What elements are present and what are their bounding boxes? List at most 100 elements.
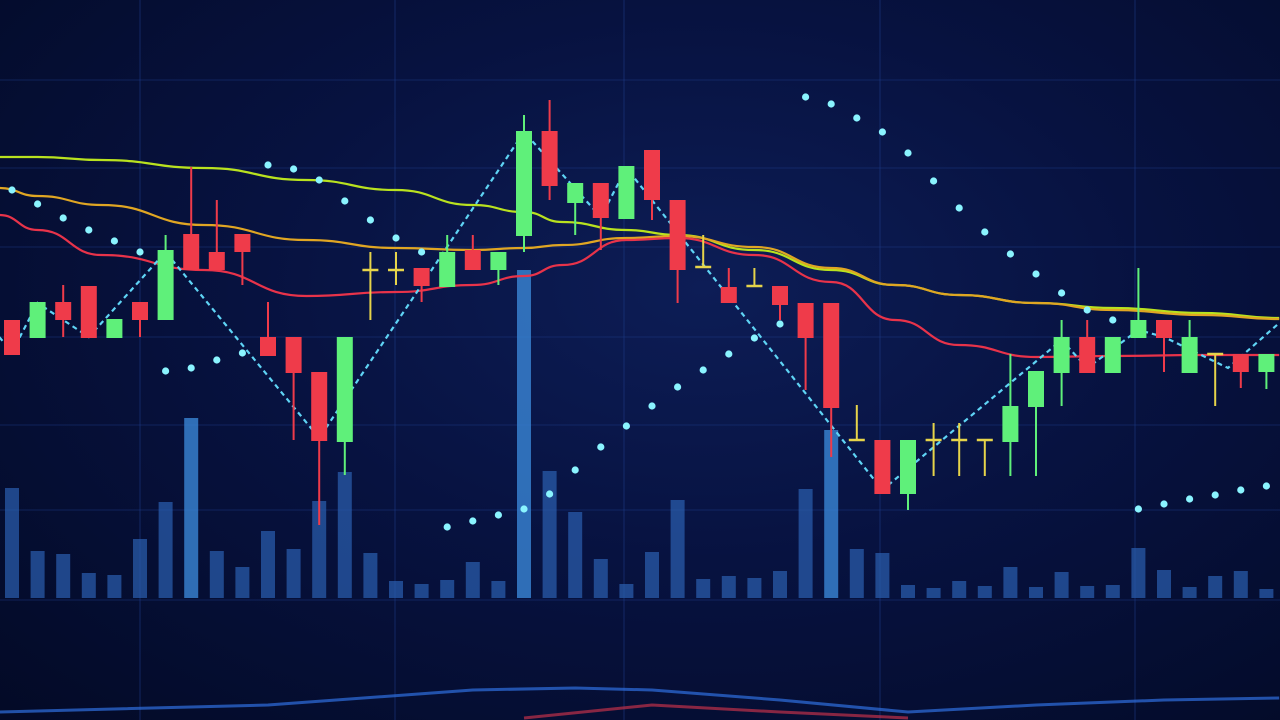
volume-bar [261, 531, 275, 598]
sar-dot [494, 511, 502, 519]
parabolic-sar-dots [8, 93, 1270, 531]
bearish-candle [464, 250, 481, 270]
volume-bar [1054, 572, 1069, 598]
volume-bar [81, 573, 96, 598]
volume-bar [875, 553, 890, 598]
sar-dot [34, 200, 42, 208]
bearish-candle [55, 302, 72, 320]
volume-bar [696, 579, 711, 598]
volume-bar [542, 471, 557, 598]
bearish-candle [1156, 320, 1172, 338]
bearish-candle [541, 131, 558, 186]
bearish-candle [183, 234, 200, 270]
bearish-candle [80, 286, 97, 338]
volume-bar [593, 559, 608, 598]
bullish-candle [490, 252, 507, 270]
moving-average-ma_mid [0, 186, 1280, 321]
volume-bar [1182, 587, 1197, 598]
sar-dot [1058, 289, 1066, 297]
sar-dot [853, 114, 861, 122]
sar-dot [162, 367, 170, 375]
sar-dot [725, 350, 733, 358]
sar-dot [827, 100, 835, 108]
bullish-candle [900, 440, 916, 494]
sar-dot [1211, 491, 1219, 499]
bullish-candle [618, 166, 635, 219]
bearish-candle [132, 302, 148, 320]
bearish-candle [644, 150, 660, 200]
volume-bar [952, 581, 967, 598]
volume-bar [1131, 548, 1146, 598]
sar-dot [750, 334, 759, 342]
oscillator-lines [0, 686, 1280, 720]
volume-bar [133, 539, 147, 598]
volume-bar [440, 580, 455, 598]
bearish-candle [720, 287, 737, 303]
volume-bar [158, 502, 173, 598]
volume-bar [1157, 570, 1171, 598]
volume-bar [30, 551, 45, 598]
sar-dot [443, 523, 451, 531]
bearish-candle [260, 337, 276, 356]
volume-bars [5, 270, 1274, 598]
volume-bar [517, 270, 531, 598]
bullish-candle [516, 131, 532, 236]
sar-dot [674, 383, 682, 391]
volume-bar [184, 418, 199, 598]
zigzag-polyline [0, 130, 1280, 492]
sar-dot [213, 356, 221, 364]
volume-bar [107, 575, 122, 598]
volume-bar [5, 488, 19, 598]
sar-dot [1134, 505, 1142, 513]
volume-bar [773, 571, 787, 598]
bearish-candle [285, 337, 302, 373]
bearish-candle [823, 303, 840, 408]
sar-dot [1237, 486, 1245, 494]
bearish-candle [669, 200, 686, 270]
sar-dot [930, 177, 938, 185]
volume-bar [1029, 587, 1043, 598]
bearish-candle [772, 286, 788, 305]
moving-average-ma_fast [0, 213, 1280, 359]
bearish-candle [1232, 354, 1249, 372]
volume-bar [56, 554, 71, 598]
bullish-candle [567, 183, 584, 203]
sar-dot [85, 226, 93, 234]
volume-bar [491, 581, 506, 598]
sar-dot [622, 422, 631, 430]
volume-bar [1003, 567, 1018, 598]
sar-dot [136, 248, 144, 256]
sar-dot [699, 366, 707, 374]
volume-bar [849, 549, 864, 598]
sar-dot [546, 490, 554, 498]
sar-dot [1160, 500, 1168, 508]
oscillator-line [0, 686, 1280, 714]
sar-dot [1083, 306, 1091, 314]
volume-bar [363, 553, 378, 598]
sar-dot [1186, 495, 1194, 503]
volume-bar [209, 551, 224, 598]
bullish-candle [1028, 371, 1044, 407]
volume-bar [414, 584, 429, 598]
volume-bar [977, 586, 992, 598]
volume-bar [926, 588, 941, 598]
bullish-candle [336, 337, 353, 442]
bullish-candle [1130, 320, 1147, 338]
bearish-candle [592, 183, 609, 218]
sar-dot [1262, 482, 1270, 490]
sar-dot [59, 214, 67, 222]
volume-bar [286, 549, 301, 598]
bearish-candle [208, 252, 225, 270]
sar-dot [315, 176, 323, 184]
sar-dot [238, 349, 246, 357]
bullish-candle [1053, 337, 1070, 373]
sar-dot [981, 228, 989, 236]
sar-dot [110, 237, 118, 245]
bearish-candle [874, 440, 891, 494]
volume-bar [1233, 571, 1248, 598]
volume-bar [1080, 586, 1095, 598]
sar-dot [1006, 250, 1015, 258]
sar-dot [341, 197, 349, 205]
